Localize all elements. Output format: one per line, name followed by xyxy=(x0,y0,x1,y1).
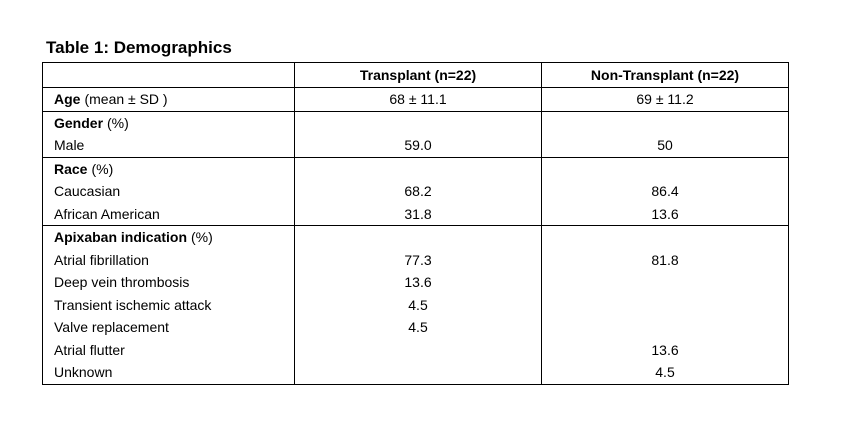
value-cell: 77.3 xyxy=(294,248,542,271)
demographics-table: Transplant (n=22) Non-Transplant (n=22) … xyxy=(42,62,789,385)
value-cell: 81.8 xyxy=(541,248,789,271)
data-row: African American 31.8 13.6 xyxy=(42,202,789,226)
header-row: Transplant (n=22) Non-Transplant (n=22) xyxy=(42,62,789,88)
data-row: Deep vein thrombosis 13.6 xyxy=(42,271,789,294)
data-row: Atrial flutter 13.6 xyxy=(42,338,789,361)
section-heading-row: Apixaban indication (%) xyxy=(42,225,789,249)
value-cell xyxy=(541,316,789,339)
value-cell: 4.5 xyxy=(541,361,789,385)
data-row: Caucasian 68.2 86.4 xyxy=(42,180,789,203)
data-row: Transient ischemic attack 4.5 xyxy=(42,293,789,316)
value-cell: 68 ± 11.1 xyxy=(294,87,542,111)
label-cell: Atrial flutter xyxy=(42,338,295,361)
label-cell: Gender (%) xyxy=(42,110,295,134)
heading-bold: Age xyxy=(54,91,81,108)
label-cell: Atrial fibrillation xyxy=(42,248,295,271)
value-cell: 69 ± 11.2 xyxy=(541,87,789,111)
header-cell: Transplant (n=22) xyxy=(294,62,542,88)
label-cell: Transient ischemic attack xyxy=(42,293,295,316)
heading-rest: (mean ± SD ) xyxy=(84,91,168,108)
table-body: Transplant (n=22) Non-Transplant (n=22) … xyxy=(42,62,789,385)
value-cell xyxy=(294,361,542,385)
heading-bold: Race xyxy=(54,160,88,177)
label-cell: African American xyxy=(42,202,295,226)
heading-rest: (%) xyxy=(107,114,129,131)
data-row: Male 59.0 50 xyxy=(42,134,789,157)
value-cell: 13.6 xyxy=(541,202,789,226)
value-cell: 50 xyxy=(541,134,789,157)
value-cell: 59.0 xyxy=(294,134,542,157)
value-cell: 4.5 xyxy=(294,293,542,316)
section-heading-row: Race (%) xyxy=(42,156,789,180)
value-cell xyxy=(294,338,542,361)
label-cell: Deep vein thrombosis xyxy=(42,271,295,294)
label-cell: Unknown xyxy=(42,361,295,385)
section-heading-row: Gender (%) xyxy=(42,110,789,134)
value-cell: 86.4 xyxy=(541,180,789,203)
heading-bold: Gender xyxy=(54,114,104,131)
value-cell xyxy=(541,225,789,249)
label-cell: Caucasian xyxy=(42,180,295,203)
label-cell: Age (mean ± SD ) xyxy=(42,87,295,111)
value-cell: 31.8 xyxy=(294,202,542,226)
value-cell: 13.6 xyxy=(541,338,789,361)
header-cell xyxy=(42,62,295,88)
value-cell xyxy=(294,110,542,134)
value-cell xyxy=(541,271,789,294)
data-row: Unknown 4.5 xyxy=(42,361,789,385)
value-cell xyxy=(541,293,789,316)
table-title: Table 1: Demographics xyxy=(46,38,232,57)
label-cell: Male xyxy=(42,134,295,157)
value-cell xyxy=(541,156,789,180)
heading-rest: (%) xyxy=(91,160,114,177)
value-cell: 4.5 xyxy=(294,316,542,339)
label-cell: Valve replacement xyxy=(42,316,295,339)
heading-rest: (%) xyxy=(191,229,213,246)
value-cell xyxy=(541,110,789,134)
data-row: Atrial fibrillation 77.3 81.8 xyxy=(42,248,789,271)
value-cell xyxy=(294,225,542,249)
section-heading-row: Age (mean ± SD ) 68 ± 11.1 69 ± 11.2 xyxy=(42,87,789,111)
label-cell: Race (%) xyxy=(42,156,295,180)
data-row: Valve replacement 4.5 xyxy=(42,316,789,339)
value-cell xyxy=(294,156,542,180)
heading-bold: Apixaban indication xyxy=(54,229,188,246)
value-cell: 13.6 xyxy=(294,271,542,294)
header-cell: Non-Transplant (n=22) xyxy=(541,62,789,88)
label-cell: Apixaban indication (%) xyxy=(42,225,295,249)
value-cell: 68.2 xyxy=(294,180,542,203)
